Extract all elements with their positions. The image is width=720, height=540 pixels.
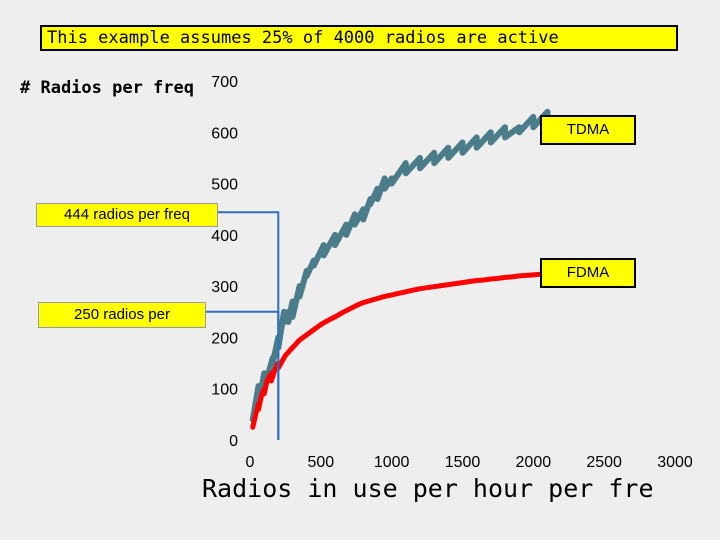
series-label-tdma: TDMA bbox=[540, 115, 636, 145]
x-tick-label-1500: 1500 bbox=[445, 454, 481, 471]
x-tick-label-500: 500 bbox=[307, 454, 334, 471]
y-tick-label-300: 300 bbox=[211, 279, 238, 296]
series-line-fdma bbox=[250, 269, 565, 430]
assumption-banner: This example assumes 25% of 4000 radios … bbox=[40, 25, 678, 51]
series-line-tdma bbox=[249, 108, 565, 423]
annotation-444: 444 radios per freq bbox=[36, 203, 218, 227]
x-tick-label-2000: 2000 bbox=[516, 454, 552, 471]
annotation-guide-1 bbox=[206, 310, 280, 440]
y-tick-label-100: 100 bbox=[211, 382, 238, 399]
y-tick-label-700: 700 bbox=[211, 74, 238, 91]
x-tick-label-2500: 2500 bbox=[586, 454, 622, 471]
x-tick-label-3000: 3000 bbox=[657, 454, 693, 471]
y-tick-label-0: 0 bbox=[229, 433, 238, 450]
y-axis-label: # Radios per freq bbox=[20, 78, 194, 98]
x-tick-label-1000: 1000 bbox=[374, 454, 410, 471]
y-tick-label-400: 400 bbox=[211, 228, 238, 245]
series-label-fdma: FDMA bbox=[540, 258, 636, 288]
x-tick-label-0: 0 bbox=[246, 454, 255, 471]
x-axis-label: Radios in use per hour per fre bbox=[202, 474, 654, 503]
annotation-250: 250 radios per bbox=[38, 302, 206, 328]
y-tick-label-200: 200 bbox=[211, 330, 238, 347]
y-tick-label-600: 600 bbox=[211, 125, 238, 142]
y-tick-label-500: 500 bbox=[211, 177, 238, 194]
annotation-guide-0 bbox=[218, 211, 280, 440]
